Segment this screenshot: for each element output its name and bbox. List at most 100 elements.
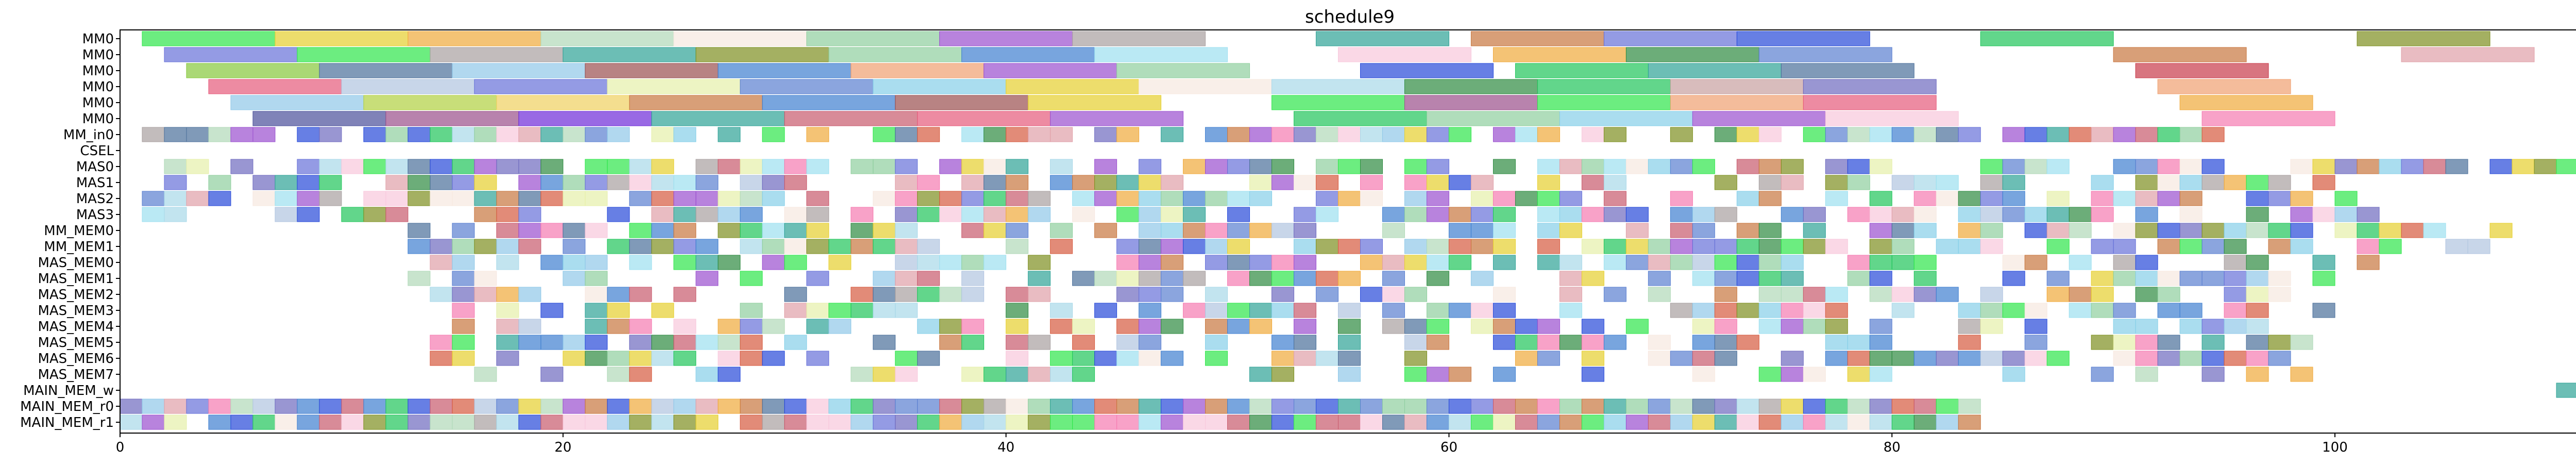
y-tick-label: MM_in0 <box>63 127 114 143</box>
task-bar <box>673 255 697 270</box>
task-bar <box>518 319 541 334</box>
task-bar <box>1692 399 1715 414</box>
task-bar <box>1249 159 1273 174</box>
task-bar <box>1781 239 1804 254</box>
task-bar <box>1050 399 1073 414</box>
task-bar <box>496 127 519 142</box>
task-bar <box>1670 415 1693 430</box>
task-bar <box>1714 207 1737 222</box>
y-tick-label: MAIN_MEM_w <box>23 383 114 399</box>
task-bar <box>1603 239 1626 254</box>
task-bar <box>430 191 453 206</box>
task-bar <box>452 223 475 238</box>
task-bar <box>385 111 519 126</box>
task-bar <box>629 159 652 174</box>
task-bar <box>1006 127 1029 142</box>
task-bar <box>740 415 763 430</box>
task-bar <box>673 319 697 334</box>
task-bar <box>1581 175 1604 190</box>
task-bar <box>563 255 586 270</box>
task-bar <box>2224 351 2247 366</box>
task-bar <box>1825 287 1848 302</box>
task-bar <box>740 159 763 174</box>
task-bar <box>1493 367 1516 382</box>
task-bar <box>252 191 276 206</box>
task-bar <box>1625 47 1759 62</box>
task-bar <box>1006 207 1029 222</box>
task-bar <box>2201 159 2225 174</box>
task-bar <box>252 127 276 142</box>
task-bar <box>1825 415 1848 430</box>
task-bar <box>1470 303 1494 318</box>
task-bar <box>2002 191 2025 206</box>
task-bar <box>718 159 741 174</box>
task-bar <box>673 175 697 190</box>
task-bar <box>1625 207 1649 222</box>
task-bar <box>607 159 630 174</box>
task-bar <box>1316 159 1339 174</box>
task-bar <box>1249 127 1273 142</box>
task-bar <box>2157 271 2180 286</box>
task-bar <box>1980 223 2003 238</box>
task-bar <box>1426 303 1449 318</box>
task-bar <box>1404 319 1427 334</box>
task-bar <box>1448 207 1471 222</box>
task-bar <box>2423 159 2446 174</box>
task-bar <box>917 319 940 334</box>
task-bar <box>2268 351 2291 366</box>
task-bar <box>1426 239 1449 254</box>
task-bar <box>1913 271 1937 286</box>
task-bar <box>1581 319 1604 334</box>
task-bar <box>563 47 697 62</box>
task-bar <box>607 287 630 302</box>
task-bar <box>2091 303 2114 318</box>
task-bar <box>2290 159 2313 174</box>
task-bar <box>1625 319 1649 334</box>
task-bar <box>1360 175 1383 190</box>
task-bar <box>2046 127 2070 142</box>
task-bar <box>1470 319 1494 334</box>
task-bar <box>540 191 564 206</box>
task-bar <box>452 415 475 430</box>
task-bar <box>1161 255 1184 270</box>
task-bar <box>1692 351 1715 366</box>
task-bar <box>651 223 674 238</box>
task-bar <box>186 159 209 174</box>
task-bar <box>2445 239 2468 254</box>
task-bar <box>408 175 431 190</box>
task-bar <box>718 399 741 414</box>
task-bar <box>1227 127 1250 142</box>
task-bar <box>1847 271 1870 286</box>
task-bar <box>2246 223 2269 238</box>
task-bar <box>2224 223 2247 238</box>
task-bar <box>1958 303 1981 318</box>
task-bar <box>1139 207 1162 222</box>
task-bar <box>607 351 630 366</box>
task-bar <box>1980 31 2114 46</box>
task-bar <box>2179 95 2313 110</box>
task-bar <box>540 367 564 382</box>
task-bar <box>452 239 475 254</box>
task-bar <box>474 79 608 94</box>
task-bar <box>1913 255 1937 270</box>
task-bar <box>629 335 652 350</box>
task-bar <box>1581 239 1604 254</box>
task-bar <box>1028 287 1051 302</box>
task-bar <box>2113 191 2136 206</box>
task-bar <box>651 351 674 366</box>
task-bar <box>1205 415 1228 430</box>
task-bar <box>828 319 852 334</box>
task-bar <box>1913 191 1937 206</box>
task-bar <box>1714 351 1737 366</box>
task-bar <box>540 159 564 174</box>
x-tick-label: 100 <box>2322 440 2348 455</box>
task-bar <box>319 127 342 142</box>
task-bar <box>1338 239 1361 254</box>
task-bar <box>1825 303 1848 318</box>
task-bar <box>607 79 741 94</box>
task-bar <box>873 79 1007 94</box>
task-bar <box>1294 335 1317 350</box>
task-bar <box>430 239 453 254</box>
task-bar <box>1006 175 1029 190</box>
task-bar <box>164 47 298 62</box>
